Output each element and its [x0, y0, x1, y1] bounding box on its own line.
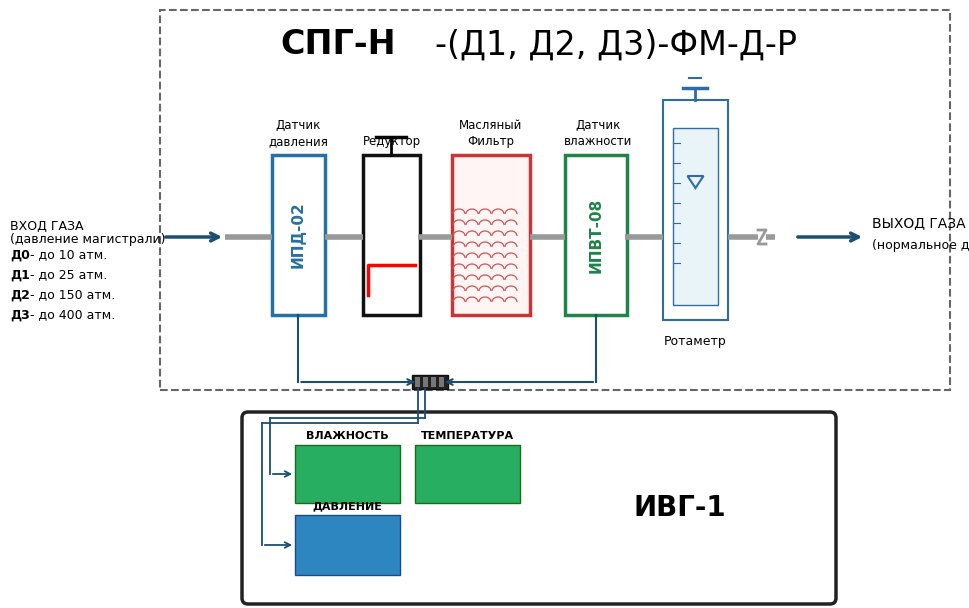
- Bar: [362, 155, 420, 315]
- Bar: [295, 445, 399, 503]
- Bar: [412, 375, 448, 389]
- Text: Д1: Д1: [10, 269, 30, 282]
- Text: Д0: Д0: [10, 249, 30, 261]
- Bar: [663, 100, 728, 320]
- Bar: [439, 377, 444, 387]
- Text: СПГ-Н: СПГ-Н: [280, 29, 395, 61]
- FancyBboxPatch shape: [241, 412, 835, 604]
- Text: ИПВТ-08: ИПВТ-08: [588, 198, 603, 272]
- Text: ДАВЛЕНИЕ: ДАВЛЕНИЕ: [312, 501, 382, 511]
- Bar: [295, 515, 399, 575]
- Bar: [271, 155, 325, 315]
- Text: ВХОД ГАЗА: ВХОД ГАЗА: [10, 220, 83, 233]
- Text: ВЫХОД ГАЗА: ВЫХОД ГАЗА: [871, 216, 964, 230]
- Bar: [564, 155, 626, 315]
- Text: - до 10 атм.: - до 10 атм.: [26, 249, 108, 261]
- Text: Датчик
влажности: Датчик влажности: [563, 119, 632, 148]
- Text: -(Д1, Д2, Д3)-ФМ-Д-Р: -(Д1, Д2, Д3)-ФМ-Д-Р: [434, 29, 797, 61]
- Text: Д3: Д3: [10, 308, 30, 322]
- Text: ИПД-02: ИПД-02: [291, 202, 305, 268]
- Text: ИВГ-1: ИВГ-1: [633, 494, 726, 522]
- Text: ВЛАЖНОСТЬ: ВЛАЖНОСТЬ: [306, 431, 389, 441]
- Text: ТЕМПЕРАТУРА: ТЕМПЕРАТУРА: [421, 431, 514, 441]
- Bar: [452, 155, 529, 315]
- Text: Масляный
Фильтр: Масляный Фильтр: [459, 119, 522, 148]
- Text: - до 400 атм.: - до 400 атм.: [26, 308, 115, 322]
- Bar: [415, 377, 420, 387]
- Bar: [672, 128, 717, 305]
- Bar: [415, 445, 519, 503]
- Bar: [430, 377, 435, 387]
- Text: Датчик
давления: Датчик давления: [268, 119, 328, 148]
- Text: (нормальное давление ): (нормальное давление ): [871, 238, 969, 252]
- Text: - до 25 атм.: - до 25 атм.: [26, 269, 108, 282]
- Text: - до 150 атм.: - до 150 атм.: [26, 289, 115, 302]
- Text: Редуктор: Редуктор: [362, 135, 421, 148]
- Text: (давление магистрали): (давление магистрали): [10, 233, 166, 246]
- Text: Ротаметр: Ротаметр: [664, 335, 726, 348]
- Text: Д2: Д2: [10, 289, 30, 302]
- Bar: [160, 10, 949, 390]
- Bar: [422, 377, 427, 387]
